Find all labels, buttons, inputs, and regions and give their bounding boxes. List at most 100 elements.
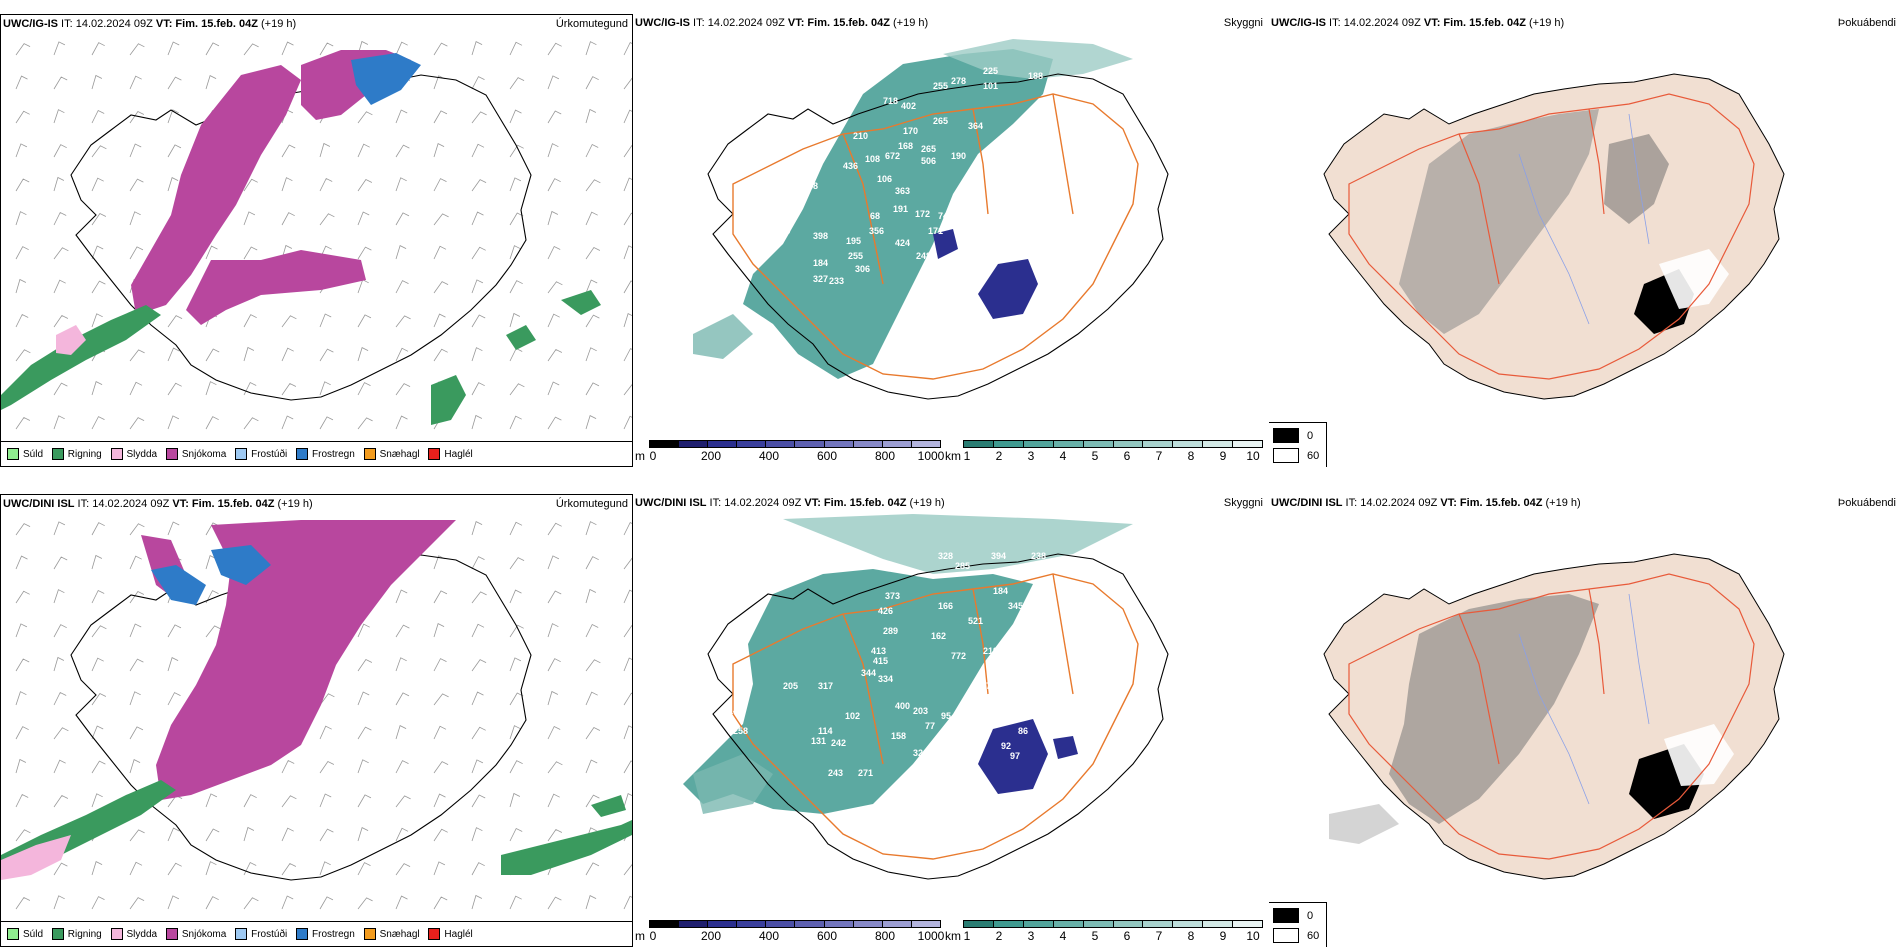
freezing-rain-area: [351, 53, 421, 105]
map-label: 131: [811, 736, 826, 746]
fog-shading: [1389, 594, 1599, 824]
panel-header: UWC/IG-IS IT: 14.02.2024 09Z VT: Fim. 15…: [1271, 17, 1565, 29]
colorbar-tick: 0: [649, 449, 657, 463]
map-label: 166: [938, 601, 953, 611]
map-label: 238: [1031, 551, 1046, 561]
map-label: 68: [870, 211, 880, 221]
fog-roads: [1348, 93, 1755, 380]
map-label: 255: [848, 251, 863, 261]
cloud-base-labels: 225 278 101 188 718 402 255 265 170 168 …: [776, 66, 1043, 306]
low-base-area-2: [1053, 736, 1078, 759]
map-label: 75: [971, 711, 981, 721]
precip-type-map: [1, 520, 632, 910]
panel-type-label: Skyggni: [1223, 17, 1263, 29]
map-label: 111: [913, 811, 927, 821]
map-label: 191: [893, 204, 908, 214]
legend-item: Snjókoma: [165, 448, 226, 460]
precip-type-panel-top: UWC/IG-IS IT: 14.02.2024 09Z VT: Fim. 15…: [0, 14, 633, 467]
visibility-teal-west: [693, 314, 753, 359]
colorbar-tick: 1000: [917, 449, 945, 463]
map-label: 158: [891, 731, 906, 741]
map-label: 328: [938, 551, 953, 561]
rain-area-se: [501, 795, 632, 875]
colorbar-tick: 7: [1155, 449, 1163, 463]
fog-indicator-map: [1323, 553, 1785, 880]
map-label: 345: [1008, 601, 1023, 611]
map-label: 114: [818, 726, 833, 736]
map-label: 402: [901, 101, 916, 111]
map-label: 210: [853, 131, 868, 141]
map-label: 33: [993, 151, 1003, 161]
map-label: 334: [878, 674, 893, 684]
legend-item: Súld: [7, 448, 43, 460]
map-label: 243: [828, 768, 843, 778]
freezing-rain-area: [151, 545, 271, 605]
visibility-teal-west: [693, 754, 773, 814]
sleet-area-sw: [1, 835, 71, 880]
map-label: 205: [783, 681, 798, 691]
cloud-base-colorbar: m 0 200 400 600 800 1000: [635, 920, 944, 944]
map-label: 363: [895, 186, 910, 196]
map-label: 92: [1001, 741, 1011, 751]
map-label: 203: [913, 706, 928, 716]
map-label: 327: [813, 274, 828, 284]
legend-item: Snjókoma: [165, 928, 226, 940]
colorbar-tick: 8: [1187, 449, 1195, 463]
map-label: 258: [733, 726, 748, 736]
colorbar-tick: 1: [963, 929, 971, 943]
map-label: 158: [783, 566, 798, 576]
map-label: 107: [915, 796, 930, 806]
precip-type-panel-bottom: UWC/DINI ISL IT: 14.02.2024 09Z VT: Fim.…: [0, 494, 633, 947]
map-label: 191: [758, 551, 773, 561]
colorbar-tick: 10: [1246, 929, 1260, 943]
map-label: 104: [1001, 240, 1016, 250]
map-label: 195: [846, 236, 861, 246]
map-label: 426: [878, 606, 893, 616]
map-label: 413: [871, 646, 886, 656]
legend-item: Frostregn: [296, 448, 355, 460]
colorbar-unit: m: [635, 929, 645, 943]
road-network: [732, 573, 1139, 860]
sleet-area-sw: [56, 325, 86, 355]
map-label: 86: [1018, 726, 1028, 736]
colorbar-tick: 4: [1059, 929, 1067, 943]
visibility-teal-area: [743, 49, 1053, 379]
map-label: 108: [865, 154, 880, 164]
legend-item: Rigning: [51, 928, 102, 940]
cloud-base-colorbar: m 0 200 400 600 800 1000: [635, 440, 945, 464]
snow-area-2: [186, 250, 366, 325]
fog-indicator-map: [1323, 73, 1785, 400]
snow-area: [131, 65, 301, 315]
map-label: 344: [861, 668, 876, 678]
map-label: 289: [883, 626, 898, 636]
map-label: 242: [831, 738, 846, 748]
colorbar-tick: 6: [1123, 449, 1131, 463]
map-label: 123: [933, 828, 948, 838]
map-label: 188: [1028, 71, 1043, 81]
colorbar-tick: 8: [1187, 929, 1195, 943]
map-label: 77: [925, 721, 935, 731]
map-label: 718: [883, 96, 898, 106]
legend-label: 60: [1307, 449, 1320, 462]
map-label: 184: [993, 586, 1008, 596]
map-label: 106: [877, 174, 892, 184]
map-label: 914: [723, 706, 738, 716]
panel-type-label: Þokuábendi: [1837, 497, 1896, 509]
fog-roads: [1348, 573, 1755, 860]
map-label: 398: [813, 231, 828, 241]
map-label: 375: [981, 681, 996, 691]
panel-header: UWC/DINI ISL IT: 14.02.2024 09Z VT: Fim.…: [635, 497, 945, 509]
map-label: 241: [1038, 564, 1053, 574]
map-label: 415: [873, 656, 888, 666]
colorbar-tick: 3: [1027, 929, 1035, 943]
fog-legend: 0 60: [1269, 902, 1327, 947]
map-label: 326: [913, 748, 928, 758]
colorbar-tick: 10: [1246, 449, 1260, 463]
legend-label: 0: [1307, 429, 1314, 442]
legend-item: Snæhagl: [363, 928, 420, 940]
snow-area: [156, 520, 456, 800]
fog-shading: [1399, 109, 1599, 334]
visibility-colorbar: km 1 2 3 4 5 6 7 8 9 10: [945, 920, 1265, 944]
legend-item: Súld: [7, 928, 43, 940]
legend-item: Haglél: [428, 448, 473, 460]
